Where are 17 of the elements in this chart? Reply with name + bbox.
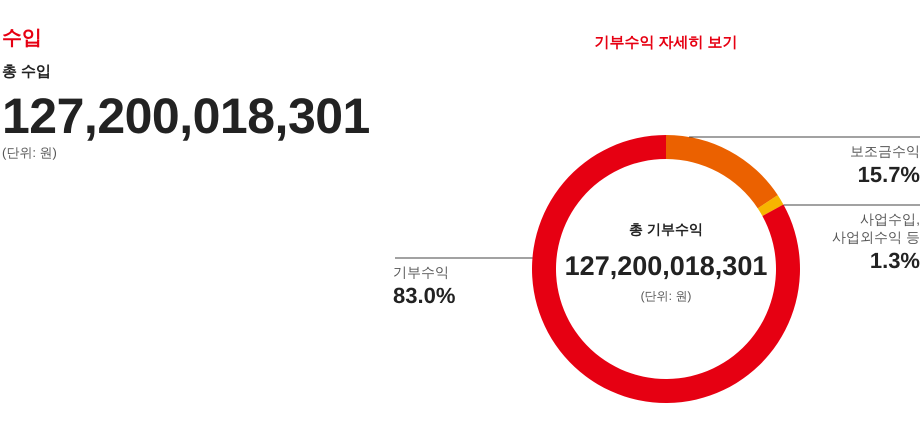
text: 127,200,018,301 [2, 88, 370, 144]
slice-label: 사업수입, 사업외수익 등 [832, 211, 920, 245]
data-label: 15.7% [858, 162, 920, 187]
text: 총 수입 [2, 62, 52, 82]
donut-slice [532, 135, 800, 403]
text: 127,200,018,301 [564, 251, 768, 281]
chart-title: 기부수익 자세히 보기 [594, 34, 738, 51]
data-label: 83.0% [393, 283, 456, 308]
slice-label: 기부수익 [393, 264, 449, 280]
text: (단위: 원) [640, 289, 692, 303]
text: 총 기부수익 [629, 221, 703, 237]
text: (단위: 원) [2, 145, 57, 161]
donut-slice [758, 195, 784, 216]
data-label: 1.3% [870, 248, 920, 273]
text: 수입 [2, 26, 42, 50]
donut-slice [666, 135, 778, 208]
slice-label: 보조금수익 [850, 143, 920, 159]
